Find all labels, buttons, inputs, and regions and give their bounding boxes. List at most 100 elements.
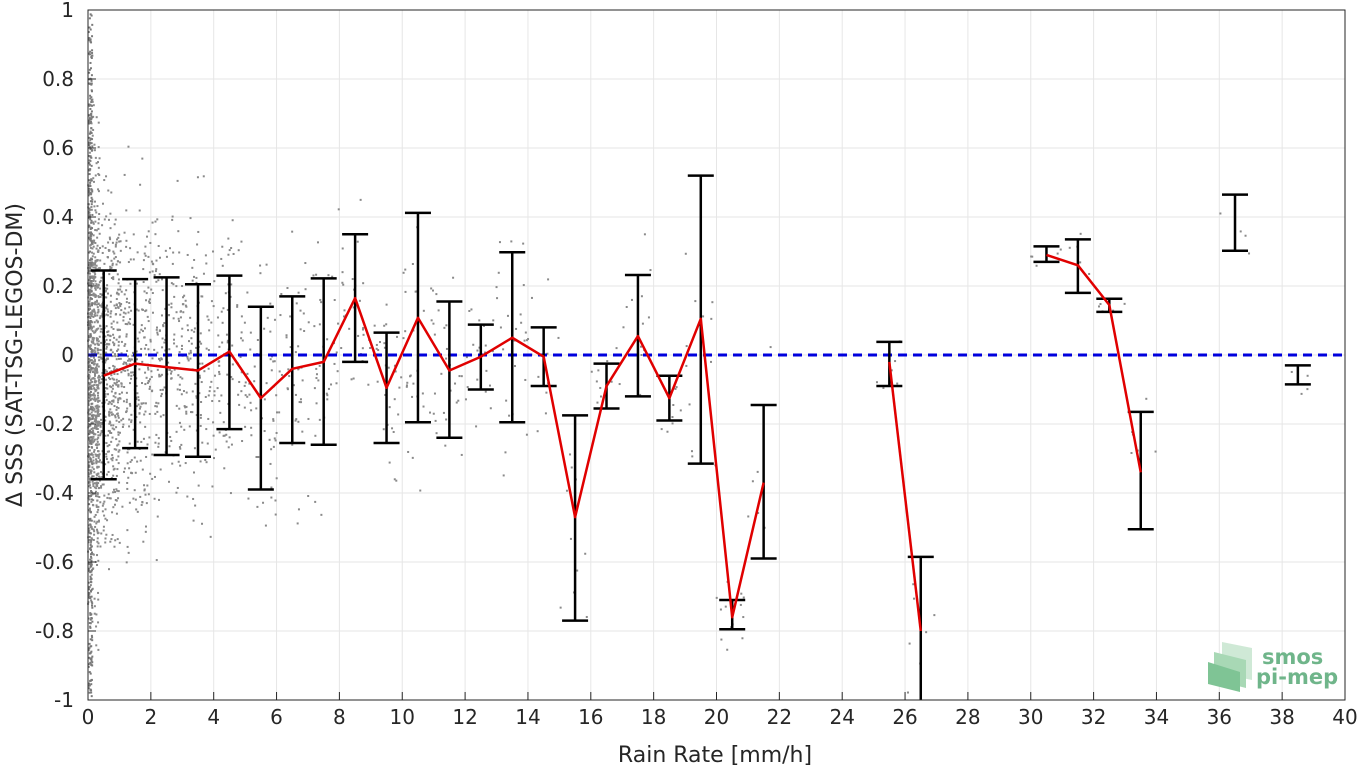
scatter-point [110,538,113,541]
scatter-point [206,442,209,445]
scatter-point [422,405,425,408]
scatter-point [87,121,90,124]
scatter-point [126,359,129,362]
scatter-point [139,495,142,498]
scatter-point [87,594,90,597]
scatter-point [98,335,101,338]
scatter-point [119,240,122,243]
scatter-point [485,369,488,372]
scatter-point [154,233,157,236]
scatter-point [89,218,92,221]
scatter-point [142,402,145,405]
scatter-point [388,461,391,464]
scatter-point [92,128,95,131]
scatter-point [1035,264,1038,267]
scatter-point [89,546,92,549]
scatter-point [115,263,118,266]
scatter-point [90,617,93,620]
scatter-point [383,346,386,349]
scatter-point [119,305,122,308]
scatter-point [189,349,192,352]
scatter-point [88,208,91,211]
scatter-point [307,495,310,498]
scatter-point [272,419,275,422]
scatter-point [89,622,92,625]
scatter-point [90,104,93,107]
scatter-point [214,448,217,451]
scatter-point [104,287,107,290]
scatter-point [120,371,123,374]
scatter-point [118,301,121,304]
scatter-point [122,319,125,322]
scatter-point [88,26,91,29]
scatter-point [112,424,115,427]
scatter-point [155,326,158,329]
scatter-point [142,540,145,543]
scatter-point [88,691,91,694]
scatter-point [94,288,97,291]
scatter-point [352,306,355,309]
scatter-point [88,429,91,432]
scatter-point [109,385,112,388]
scatter-point [113,344,116,347]
scatter-point [88,361,91,364]
scatter-point [491,350,494,353]
scatter-point [127,321,130,324]
scatter-point [470,308,473,311]
scatter-point [162,414,165,417]
scatter-point [181,327,184,330]
scatter-point [87,527,90,530]
scatter-point [116,273,119,276]
scatter-point [91,23,94,26]
scatter-point [87,581,90,584]
scatter-point [144,310,147,313]
scatter-point [96,349,99,352]
scatter-point [87,413,90,416]
scatter-point [88,374,91,377]
scatter-point [187,329,190,332]
scatter-point [201,441,204,444]
scatter-point [90,659,93,662]
scatter-point [91,405,94,408]
scatter-point [93,438,96,441]
scatter-point [90,406,93,409]
scatter-point [99,501,102,504]
scatter-point [99,330,102,333]
scatter-point [90,261,93,264]
scatter-point [91,527,94,530]
scatter-point [122,311,125,314]
scatter-point [91,397,94,400]
scatter-point [94,256,97,259]
scatter-point [769,346,772,349]
scatter-point [95,522,98,525]
scatter-point [91,567,94,570]
scatter-point [91,439,94,442]
scatter-point [140,324,143,327]
scatter-point [106,393,109,396]
scatter-point [198,392,201,395]
scatter-point [109,431,112,434]
scatter-point [92,499,95,502]
scatter-point [88,17,91,20]
scatter-point [91,636,94,639]
scatter-point [96,306,99,309]
scatter-point [109,540,112,543]
scatter-point [237,249,240,252]
scatter-point [88,82,91,85]
scatter-point [87,586,90,589]
scatter-point [103,340,106,343]
scatter-point [90,283,93,286]
scatter-point [101,483,104,486]
scatter-point [440,372,443,375]
scatter-point [213,280,216,283]
scatter-point [89,113,92,116]
scatter-point [87,455,90,458]
scatter-point [100,422,103,425]
scatter-point [336,370,339,373]
scatter-point [191,279,194,282]
scatter-point [101,303,104,306]
scatter-point [98,476,101,479]
scatter-point [90,555,93,558]
scatter-point [97,472,100,475]
scatter-point [150,260,153,263]
